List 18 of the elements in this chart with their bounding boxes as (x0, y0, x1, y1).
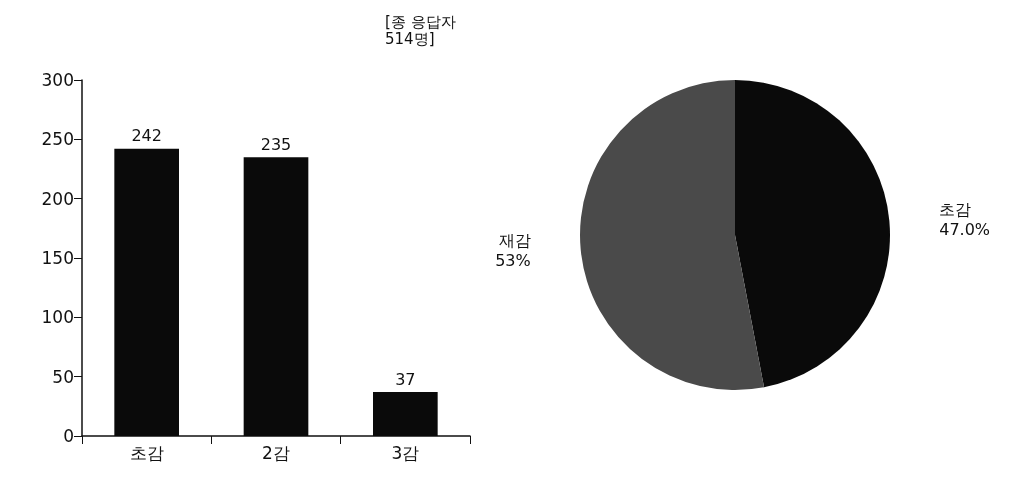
data-label: 47.0% (939, 219, 991, 239)
data-label: 235 (260, 134, 292, 154)
slice-label: 재감 (498, 231, 531, 251)
x-tick-label: 2감 (262, 442, 290, 463)
y-tick-label: 50 (52, 366, 74, 387)
slice-label: 초감 (939, 199, 972, 219)
x-tick-label: 초감 (129, 442, 164, 463)
data-label: 37 (395, 369, 416, 389)
y-tick-label: 250 (41, 129, 74, 150)
y-tick-label: 100 (41, 307, 74, 328)
chart-title: [종 응답자 514명] (385, 12, 456, 48)
y-tick-label: 300 (41, 70, 74, 90)
y-tick-label: 150 (41, 248, 74, 268)
y-tick-label: 200 (41, 188, 74, 209)
y-tick-label: 0 (63, 426, 74, 446)
data-label: 242 (131, 126, 162, 146)
data-label: 53% (495, 251, 531, 271)
x-tick-label: 3감 (391, 442, 420, 463)
